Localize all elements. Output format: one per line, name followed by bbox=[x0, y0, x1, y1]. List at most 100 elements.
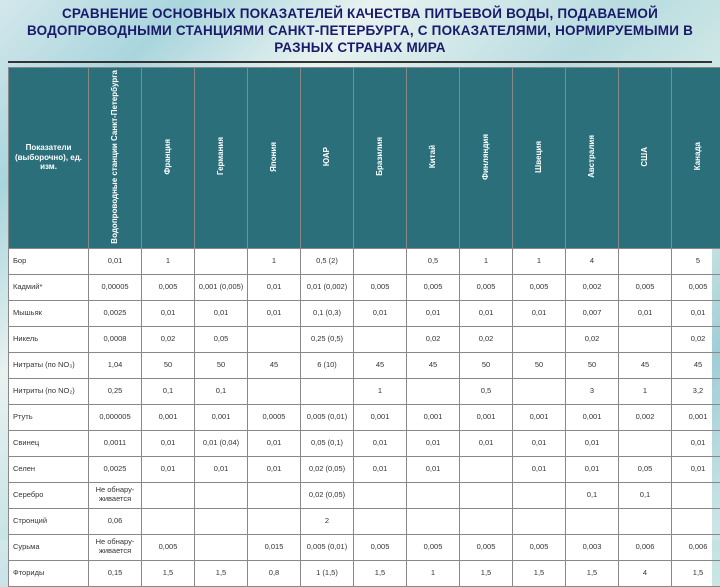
table-cell: 0,01 bbox=[513, 430, 566, 456]
table-cell bbox=[619, 508, 672, 534]
table-row: Селен0,00250,010,010,010,02 (0,05)0,010,… bbox=[9, 456, 720, 482]
table-cell: 0,01 bbox=[566, 456, 619, 482]
row-label: Свинец bbox=[9, 430, 89, 456]
table-row: СереброНе обнару- живается0,02 (0,05)0,1… bbox=[9, 482, 720, 508]
table-cell: 0,005 bbox=[407, 534, 460, 560]
table-cell: 1 bbox=[142, 248, 195, 274]
table-cell: 1 bbox=[407, 560, 460, 586]
table-cell: 0,002 bbox=[619, 404, 672, 430]
table-cell: 0,005 bbox=[407, 274, 460, 300]
table-cell: 0,5 bbox=[460, 378, 513, 404]
row-label: Ртуть bbox=[9, 404, 89, 430]
table-cell: 0,005 bbox=[142, 274, 195, 300]
table-cell: 0,01 bbox=[354, 430, 407, 456]
table-cell: 1,5 bbox=[513, 560, 566, 586]
table-cell: 0,15 bbox=[89, 560, 142, 586]
table-cell: 0,0011 bbox=[89, 430, 142, 456]
table-cell: 50 bbox=[142, 352, 195, 378]
table-row: Ртуть0,0000050,0010,0010,00050,005 (0,01… bbox=[9, 404, 720, 430]
table-cell: 0,005 bbox=[354, 274, 407, 300]
table-cell: 0,001 bbox=[142, 404, 195, 430]
table-cell: 0,0025 bbox=[89, 300, 142, 326]
table-cell bbox=[513, 326, 566, 352]
table-cell: 0,01 bbox=[248, 300, 301, 326]
table-cell bbox=[195, 248, 248, 274]
table-cell bbox=[142, 482, 195, 508]
table-cell: 1 bbox=[460, 248, 513, 274]
table-cell: 1,5 bbox=[566, 560, 619, 586]
table-cell: 0,0025 bbox=[89, 456, 142, 482]
table-cell: 0,001 bbox=[460, 404, 513, 430]
row-label: Кадмий* bbox=[9, 274, 89, 300]
row-label: Серебро bbox=[9, 482, 89, 508]
table-container: Показатели (выборочно), ед. изм. Водопро… bbox=[8, 67, 712, 587]
table-cell bbox=[301, 378, 354, 404]
table-cell: 0,00005 bbox=[89, 274, 142, 300]
row-label: Нитриты (по NO₂) bbox=[9, 378, 89, 404]
table-cell bbox=[195, 534, 248, 560]
col-header-canada: Канада bbox=[672, 67, 720, 248]
row-label: Нитраты (по NO₃) bbox=[9, 352, 89, 378]
row-label: Мышьяк bbox=[9, 300, 89, 326]
table-cell bbox=[248, 326, 301, 352]
page-title: СРАВНЕНИЕ ОСНОВНЫХ ПОКАЗАТЕЛЕЙ КАЧЕСТВА … bbox=[8, 6, 712, 63]
table-cell: 0,25 bbox=[89, 378, 142, 404]
table-cell: 0,005 bbox=[460, 534, 513, 560]
table-cell: 0,001 bbox=[354, 404, 407, 430]
table-cell: 0,003 bbox=[566, 534, 619, 560]
table-cell: 45 bbox=[407, 352, 460, 378]
table-cell: 0,001 bbox=[672, 404, 720, 430]
table-cell: 45 bbox=[672, 352, 720, 378]
table-cell: 1,04 bbox=[89, 352, 142, 378]
table-cell: 0,01 (0,04) bbox=[195, 430, 248, 456]
table-cell: 0,25 (0,5) bbox=[301, 326, 354, 352]
table-cell: 1 bbox=[513, 248, 566, 274]
table-cell: 0,01 bbox=[619, 300, 672, 326]
table-cell: 1,5 bbox=[460, 560, 513, 586]
table-cell: 0,006 bbox=[672, 534, 720, 560]
table-cell: 1 (1,5) bbox=[301, 560, 354, 586]
table-cell bbox=[248, 508, 301, 534]
table-cell bbox=[354, 248, 407, 274]
table-cell: 0,5 bbox=[407, 248, 460, 274]
table-cell: 0,05 bbox=[195, 326, 248, 352]
table-cell: 0,02 bbox=[407, 326, 460, 352]
table-cell: 0,01 bbox=[142, 300, 195, 326]
table-cell: 0,01 bbox=[513, 456, 566, 482]
table-cell: 0,001 (0,005) bbox=[195, 274, 248, 300]
table-cell: 0,05 bbox=[619, 456, 672, 482]
table-cell: 0,02 bbox=[460, 326, 513, 352]
table-cell bbox=[460, 508, 513, 534]
table-row: Мышьяк0,00250,010,010,010,1 (0,3)0,010,0… bbox=[9, 300, 720, 326]
table-cell bbox=[407, 508, 460, 534]
table-row: СурьмаНе обнару- живается0,0050,0150,005… bbox=[9, 534, 720, 560]
table-cell bbox=[142, 508, 195, 534]
table-cell bbox=[566, 508, 619, 534]
table-cell: 0,005 (0,01) bbox=[301, 534, 354, 560]
table-cell: 0,02 bbox=[672, 326, 720, 352]
table-cell: 3,2 bbox=[672, 378, 720, 404]
table-body: Бор0,01110,5 (2)0,51145Кадмий*0,000050,0… bbox=[9, 248, 720, 586]
comparison-table: Показатели (выборочно), ед. изм. Водопро… bbox=[8, 67, 720, 587]
table-cell bbox=[619, 326, 672, 352]
row-label: Бор bbox=[9, 248, 89, 274]
table-cell: 0,02 (0,05) bbox=[301, 482, 354, 508]
table-cell: 0,01 bbox=[407, 430, 460, 456]
table-cell: 4 bbox=[566, 248, 619, 274]
table-cell: 0,0008 bbox=[89, 326, 142, 352]
table-cell: 0,1 bbox=[619, 482, 672, 508]
table-cell: 0,001 bbox=[195, 404, 248, 430]
table-cell: 0,02 bbox=[142, 326, 195, 352]
table-cell: 0,01 bbox=[566, 430, 619, 456]
table-cell: 0,002 bbox=[566, 274, 619, 300]
table-cell: 0,007 bbox=[566, 300, 619, 326]
table-cell: 0,0005 bbox=[248, 404, 301, 430]
table-cell: 5 bbox=[672, 248, 720, 274]
table-cell bbox=[619, 430, 672, 456]
table-cell bbox=[407, 482, 460, 508]
col-header-indicator: Показатели (выборочно), ед. изм. bbox=[9, 67, 89, 248]
table-cell: 50 bbox=[460, 352, 513, 378]
table-cell bbox=[195, 508, 248, 534]
table-cell: 0,005 bbox=[619, 274, 672, 300]
header-row: Показатели (выборочно), ед. изм. Водопро… bbox=[9, 67, 720, 248]
